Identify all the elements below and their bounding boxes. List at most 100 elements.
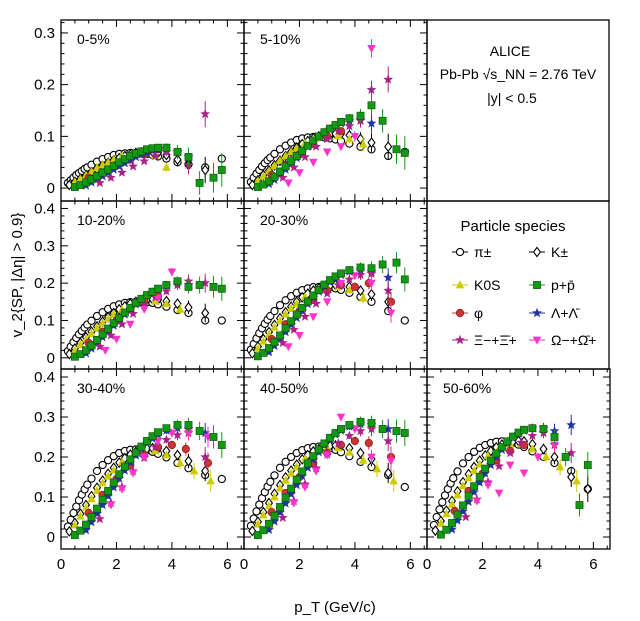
data-point-p [217,284,226,293]
data-point-k0s [103,471,113,480]
data-point-p [314,132,323,141]
data-point-p [184,282,193,291]
legend: π± K± K0S p+p̄ φ Λ+Λ̄ Ξ−+Ξ̄+ Ω−+Ω̄+ [452,244,596,348]
data-point-p [298,303,307,312]
data-point-om [139,305,149,314]
data-point-p [303,141,312,150]
data-point-xi [128,308,138,318]
data-point-p [326,433,334,442]
data-point-p [265,177,273,186]
data-point-pi [453,467,462,476]
data-point-k0s [555,462,565,471]
data-point-p [270,511,279,520]
data-point-xi [333,438,344,448]
data-point-om [309,313,318,322]
data-point-p [475,473,484,481]
data-point-k0s [469,466,479,474]
data-point-om [300,483,310,492]
data-point-lam [452,515,463,525]
data-point-om [284,179,293,188]
data-point-p [137,442,146,451]
data-point-p [356,263,365,272]
data-point-p [287,317,295,326]
data-point-pi [438,498,447,507]
data-point-xi [300,311,310,321]
data-point-k0s [81,502,91,511]
data-point-om [367,45,376,53]
data-point-k [367,137,376,149]
data-point-p [287,157,295,166]
data-point-p [120,308,129,317]
legend-label-pi: π± [474,244,492,260]
data-point-p [503,437,512,446]
data-point-lam [297,471,308,481]
data-point-p [265,519,273,528]
data-point-lam [469,487,479,497]
panel-10-20pct: 0 0.1 0.2 0.3 0.4 10-20% [34,200,245,370]
data-point-k0s [458,481,468,490]
data-point-p [259,526,268,535]
data-point-k0s [358,455,368,464]
data-point-xi [277,337,288,348]
data-point-xi [106,172,116,182]
y-tick-label: 0.1 [34,128,55,145]
data-point-pi [275,301,285,310]
data-point-pi [87,316,96,325]
y-tick-label: 0.1 [34,312,55,329]
data-point-p [287,484,295,493]
data-point-om [295,332,304,340]
data-point-xi [161,286,172,296]
data-point-om [350,133,360,141]
legend-marker-k0s [455,280,465,289]
data-point-xi [106,330,116,340]
data-point-k0s [253,519,263,528]
data-point-p [104,324,112,333]
x-tick-label: 2 [112,556,120,573]
x-tick-label: 0 [423,556,431,573]
panel-50-60pct: 0 2 4 6 50-60% [423,368,611,573]
y-tick-label: 0 [47,180,55,197]
data-point-p [367,101,376,110]
data-point-xi [494,461,504,471]
data-point-p [331,429,340,437]
data-point-lam [269,516,280,526]
data-point-pi [281,296,290,305]
legend-marker-lam [532,307,542,318]
data-point-xi [94,513,105,524]
data-point-k [184,455,193,467]
data-point-k0s [92,486,102,494]
data-point-p [337,118,345,126]
data-point-p [453,510,462,519]
legend-marker-p [533,281,541,289]
data-point-lam [81,525,91,535]
data-point-k0s [281,475,290,484]
data-point-xi [94,177,105,188]
x-tick-label: 2 [478,556,486,573]
data-point-p [98,495,107,504]
y-tick-label: 0.2 [34,449,55,466]
data-point-p [486,456,495,465]
data-point-p [270,172,279,181]
data-point-xi [333,126,344,136]
data-point-pi [270,306,279,316]
data-point-xi [277,512,288,522]
data-point-lam [103,491,113,501]
x-tick-label: 2 [295,556,303,573]
data-point-pi [98,460,107,470]
data-point-om [101,346,110,355]
legend-marker-om [532,336,542,345]
data-point-p [270,338,279,346]
x-tick-label: 6 [406,556,414,573]
data-point-pi [435,505,444,514]
data-point-k [201,164,210,176]
data-point-p [120,462,129,471]
data-point-p [392,427,401,435]
data-point-p [265,344,273,352]
legend-label-xi: Ξ−+Ξ̄+ [474,332,517,348]
legend-label-k: K± [551,244,568,260]
data-point-om [336,279,346,288]
data-point-xi [289,162,299,172]
data-point-p [520,425,528,434]
data-point-xi [344,274,355,284]
data-point-om [284,343,293,352]
